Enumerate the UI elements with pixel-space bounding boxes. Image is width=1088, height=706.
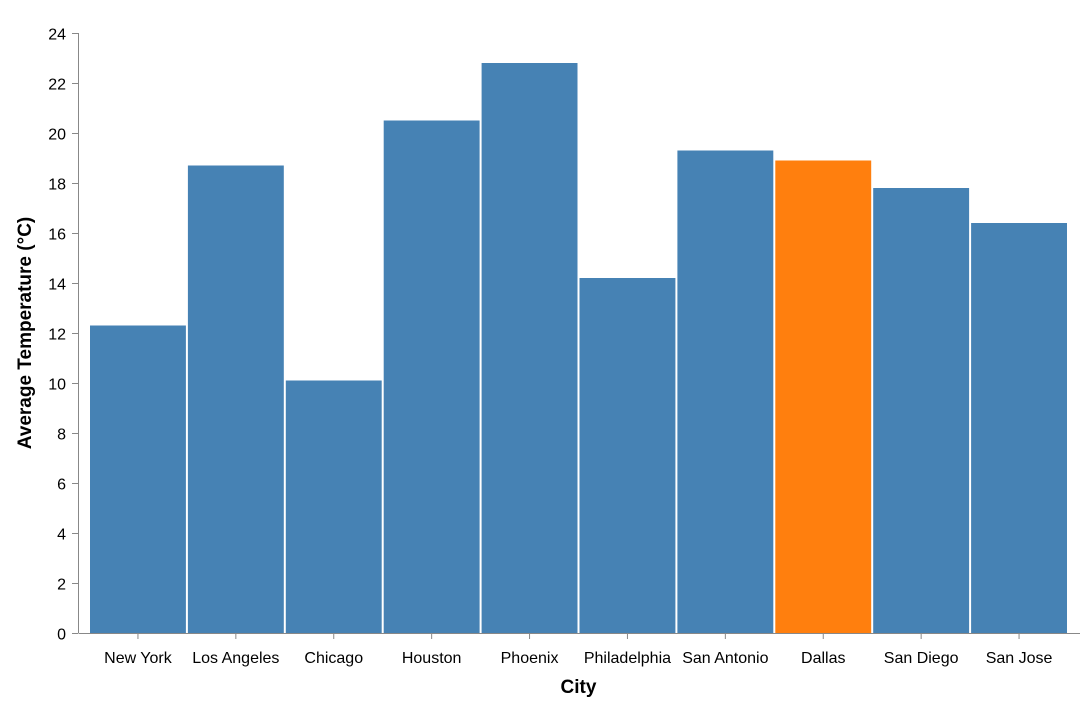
bar-san-diego	[873, 188, 970, 633]
x-tick-label: New York	[104, 650, 173, 667]
bar-philadelphia	[579, 278, 676, 633]
bar-new-york	[90, 325, 186, 633]
x-tick-label: Philadelphia	[584, 650, 671, 667]
bar-san-jose	[971, 223, 1067, 633]
bar-houston	[383, 120, 480, 633]
x-tick-label: San Diego	[884, 650, 959, 667]
x-axis: New York Los Angeles Chicago Houston Phoenix…	[79, 633, 1080, 667]
x-tick-label: Chicago	[304, 650, 363, 667]
bar-phoenix	[481, 63, 578, 633]
bar-chicago	[285, 380, 382, 633]
y-tick-label: 24	[48, 27, 66, 44]
x-tick-label: Phoenix	[501, 650, 559, 667]
y-tick-label: 14	[48, 277, 66, 294]
y-tick-label: 22	[48, 77, 66, 94]
x-tick-label: San Jose	[986, 650, 1053, 667]
y-tick-label: 12	[48, 327, 66, 344]
y-tick-label: 20	[48, 127, 66, 144]
x-tick-label: San Antonio	[682, 650, 768, 667]
x-tick-label: Dallas	[801, 650, 845, 667]
y-tick-label: 6	[57, 477, 66, 494]
x-axis-title: City	[561, 677, 597, 698]
bar-dallas	[775, 160, 872, 633]
y-tick-label: 10	[48, 377, 66, 394]
y-tick-label: 0	[57, 627, 66, 644]
y-axis-title: Average Temperature (°C)	[15, 217, 36, 450]
y-tick-label: 18	[48, 177, 66, 194]
bar-los-angeles	[187, 165, 284, 633]
x-tick-label: Houston	[402, 650, 462, 667]
y-tick-label: 2	[57, 577, 66, 594]
y-tick-label: 16	[48, 227, 66, 244]
bars-group	[90, 63, 1067, 633]
y-tick-label: 8	[57, 427, 66, 444]
y-tick-label: 4	[57, 527, 66, 544]
x-tick-label: Los Angeles	[192, 650, 279, 667]
bar-san-antonio	[677, 150, 774, 633]
